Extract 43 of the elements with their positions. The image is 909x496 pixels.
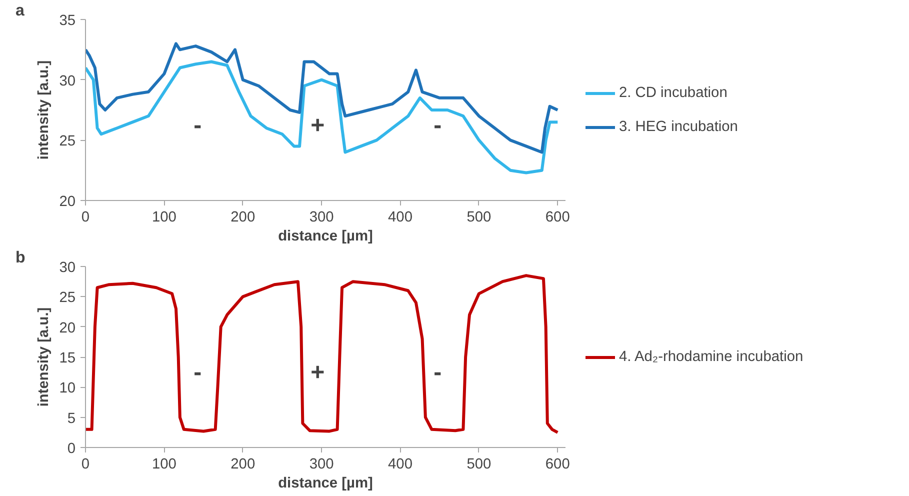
y-tick-label: 25 bbox=[59, 134, 76, 150]
line-series bbox=[86, 42, 560, 154]
x-tick-label: 400 bbox=[388, 210, 412, 226]
x-tick-label: 0 bbox=[81, 456, 90, 472]
y-tick-label: 25 bbox=[59, 290, 76, 306]
line-series bbox=[86, 274, 560, 434]
chart-title: b bbox=[16, 250, 26, 266]
y-tick-label: 5 bbox=[67, 410, 76, 427]
x-tick-label: 100 bbox=[152, 210, 176, 226]
y-axis-title: intensity [a.u.] bbox=[36, 60, 52, 160]
x-tick-label: 0 bbox=[81, 210, 90, 226]
annotation: + bbox=[310, 112, 325, 139]
y-tick-label: 30 bbox=[59, 73, 76, 90]
annotation: - bbox=[434, 112, 442, 139]
x-tick-label: 100 bbox=[152, 456, 176, 472]
legend-label: 4. Ad₂-rhodamine incubation bbox=[619, 348, 804, 364]
y-tick-label: 30 bbox=[59, 260, 76, 276]
x-axis-title: distance [µm] bbox=[278, 228, 374, 244]
x-tick-label: 200 bbox=[230, 210, 256, 226]
annotation: - bbox=[194, 358, 202, 386]
x-tick-label: 600 bbox=[545, 456, 570, 472]
annotation: + bbox=[310, 358, 325, 386]
y-tick-label: 0 bbox=[67, 441, 76, 457]
y-tick-label: 20 bbox=[59, 320, 76, 336]
x-tick-label: 400 bbox=[388, 456, 412, 472]
y-tick-label: 10 bbox=[59, 380, 76, 397]
annotation: - bbox=[434, 358, 442, 386]
x-axis-title: distance [µm] bbox=[278, 476, 374, 492]
y-tick-label: 15 bbox=[59, 350, 76, 366]
chart-title: a bbox=[16, 2, 24, 20]
x-tick-label: 300 bbox=[309, 456, 334, 472]
x-tick-label: 500 bbox=[466, 210, 492, 226]
legend-label: 3. HEG incubation bbox=[619, 118, 738, 134]
x-tick-label: 300 bbox=[309, 210, 334, 226]
annotation: - bbox=[194, 112, 202, 139]
y-axis-title: intensity [a.u.] bbox=[36, 307, 52, 407]
y-tick-label: 35 bbox=[59, 13, 76, 29]
x-tick-label: 500 bbox=[466, 456, 492, 472]
line-series bbox=[86, 60, 560, 174]
legend-label: 2. CD incubation bbox=[619, 84, 728, 100]
x-tick-label: 600 bbox=[545, 210, 570, 226]
y-tick-label: 20 bbox=[59, 194, 76, 210]
x-tick-label: 200 bbox=[230, 456, 256, 472]
